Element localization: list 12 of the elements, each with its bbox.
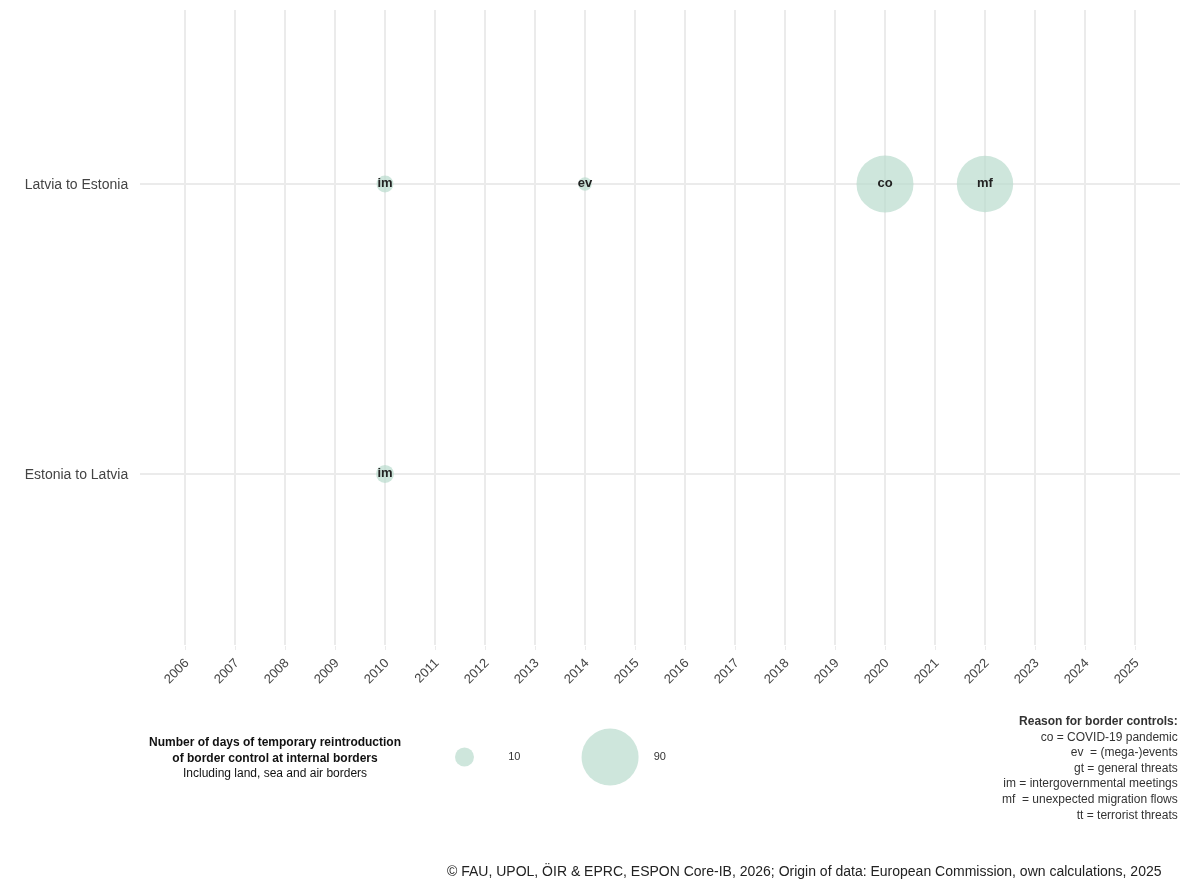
y-tick-label: Latvia to Estonia xyxy=(24,175,129,192)
data-label: co xyxy=(877,175,893,191)
text: © FAU, UPOL, ÖIR & EPRC, ESPON Core-IB, 2026; Origin of data: European Commission, own calculations, 2025 xyxy=(447,862,1162,879)
data-label: im xyxy=(377,175,393,191)
legend-label: 10 xyxy=(508,749,521,762)
legend-title: Number of days of temporary reintroduction of border control at internal borders Including land, sea and air borders xyxy=(149,735,402,781)
legend-label: 90 xyxy=(653,749,667,762)
text: Reason for border controls: co = COVID-19 pandemic ev = (mega-)events gt = general threats im = intergovernmental meetings mf = unexpected migration flows tt = terrorist threats xyxy=(1002,714,1178,822)
y-tick-label: Estonia to Latvia xyxy=(24,465,129,482)
data-label: mf xyxy=(977,175,994,191)
data-label: im xyxy=(377,465,393,481)
data-label: ev xyxy=(577,175,593,191)
